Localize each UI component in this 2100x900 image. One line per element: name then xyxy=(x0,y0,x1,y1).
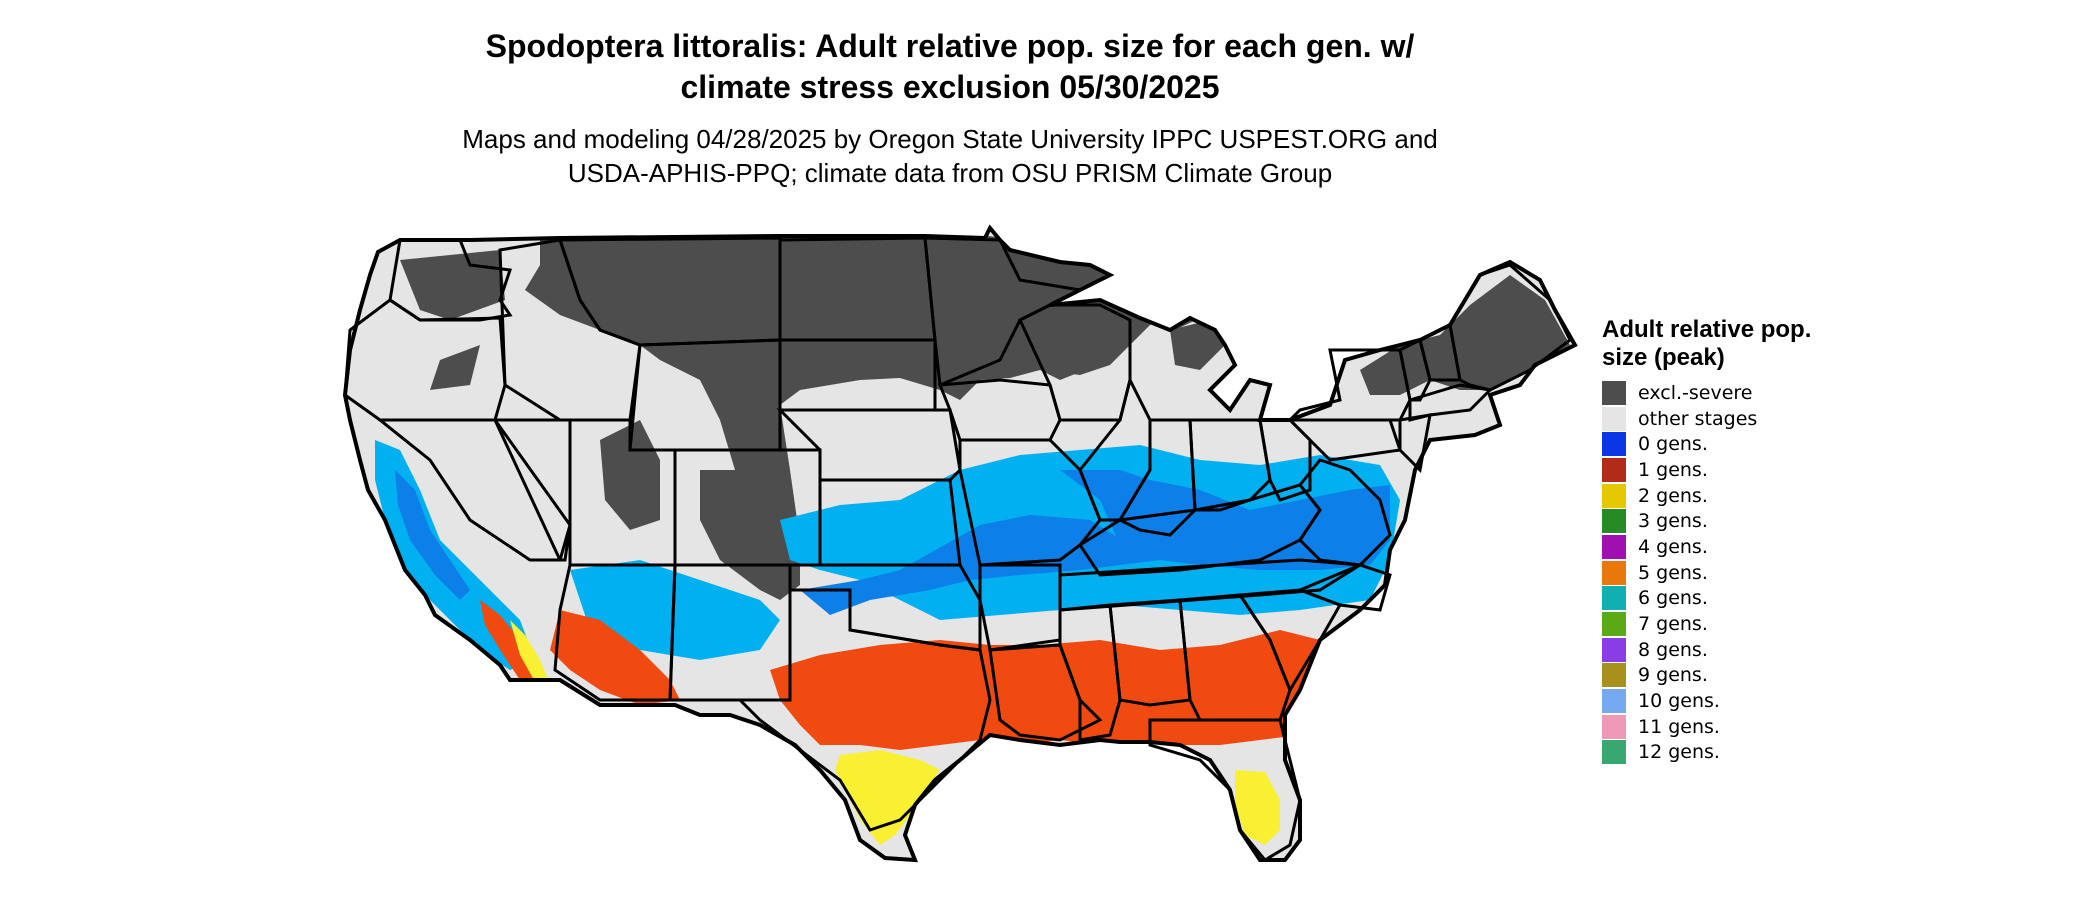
legend-item: 0 gens. xyxy=(1602,431,1822,457)
legend-item: 2 gens. xyxy=(1602,483,1822,509)
legend-swatch xyxy=(1602,432,1626,457)
legend-item: 4 gens. xyxy=(1602,534,1822,560)
legend-swatch xyxy=(1602,534,1626,559)
legend-item: 12 gens. xyxy=(1602,740,1822,766)
legend-item: 6 gens. xyxy=(1602,586,1822,612)
legend-label: 12 gens. xyxy=(1638,741,1720,764)
legend-item: excl.-severe xyxy=(1602,380,1822,406)
legend-label: 7 gens. xyxy=(1638,613,1708,636)
excluded-zone-utah-colorado xyxy=(600,420,790,590)
legend-swatch xyxy=(1602,637,1626,662)
excluded-zone-michigan xyxy=(1170,320,1225,370)
legend-swatch xyxy=(1602,689,1626,714)
zone-orange-red-arizona xyxy=(550,610,680,705)
legend-label: 1 gens. xyxy=(1638,458,1708,481)
legend-label: 5 gens. xyxy=(1638,561,1708,584)
legend-label: 0 gens. xyxy=(1638,433,1708,456)
map-subtitle: Maps and modeling 04/28/2025 by Oregon S… xyxy=(0,122,1900,190)
map-title-line-1: Spodoptera littoralis: Adult relative po… xyxy=(485,28,1415,64)
us-map xyxy=(342,224,1578,863)
zone-blue-california xyxy=(395,470,470,600)
legend-item: 10 gens. xyxy=(1602,688,1822,714)
legend-label: 4 gens. xyxy=(1638,535,1708,558)
legend-label: other stages xyxy=(1638,407,1758,430)
legend-swatch xyxy=(1602,560,1626,585)
legend-swatch xyxy=(1602,740,1626,765)
legend-title: Adult relative pop. size (peak) xyxy=(1602,316,1812,371)
legend-label: excl.-severe xyxy=(1638,381,1753,404)
legend-item: other stages xyxy=(1602,406,1822,432)
legend-item: 7 gens. xyxy=(1602,611,1822,637)
zone-yellow-florida xyxy=(1235,770,1280,845)
zone-blue-ohio-valley xyxy=(1060,470,1390,570)
legend-item: 11 gens. xyxy=(1602,714,1822,740)
us-outline xyxy=(342,224,1578,863)
legend-item: 5 gens. xyxy=(1602,560,1822,586)
zone-light-blue-arizona xyxy=(570,560,780,660)
legend-label: 9 gens. xyxy=(1638,664,1708,687)
legend-swatch xyxy=(1602,612,1626,637)
legend-label: 2 gens. xyxy=(1638,484,1708,507)
legend-swatch xyxy=(1602,457,1626,482)
state-boundaries xyxy=(343,236,1572,862)
legend-swatch xyxy=(1602,406,1626,431)
legend-item: 1 gens. xyxy=(1602,457,1822,483)
legend-swatch xyxy=(1602,586,1626,611)
map-subtitle-line-2: USDA-APHIS-PPQ; climate data from OSU PR… xyxy=(567,158,1333,188)
legend-swatch xyxy=(1602,509,1626,534)
legend-item: 8 gens. xyxy=(1602,637,1822,663)
excluded-zone-new-england xyxy=(1360,275,1570,395)
legend-swatch xyxy=(1602,663,1626,688)
legend-label: 3 gens. xyxy=(1638,510,1708,533)
map-subtitle-line-1: Maps and modeling 04/28/2025 by Oregon S… xyxy=(462,124,1438,154)
us-map-content xyxy=(342,224,1578,863)
excluded-zone-washington-oregon xyxy=(400,250,505,390)
legend-swatch xyxy=(1602,380,1626,405)
map-title-line-2: climate stress exclusion 05/30/2025 xyxy=(680,69,1220,105)
legend-item: 3 gens. xyxy=(1602,508,1822,534)
legend-label: 6 gens. xyxy=(1638,587,1708,610)
map-legend: Adult relative pop. size (peak) excl.-se… xyxy=(1602,316,1822,765)
zone-yellow-california-desert xyxy=(510,620,548,682)
legend-label: 8 gens. xyxy=(1638,638,1708,661)
legend-swatch xyxy=(1602,483,1626,508)
legend-item: 9 gens. xyxy=(1602,663,1822,689)
map-title: Spodoptera littoralis: Adult relative po… xyxy=(0,26,1900,108)
legend-swatch xyxy=(1602,714,1626,739)
zone-yellow-south-texas xyxy=(835,750,940,845)
legend-label: 11 gens. xyxy=(1638,715,1720,738)
legend-items: excl.-severe other stages 0 gens. 1 gens. 2 … xyxy=(1602,380,1822,765)
legend-label: 10 gens. xyxy=(1638,690,1720,713)
